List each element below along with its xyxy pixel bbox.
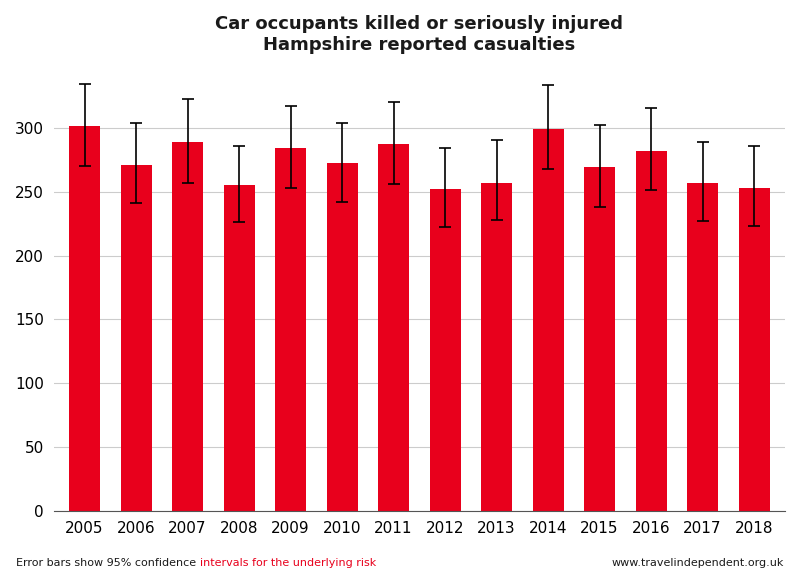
Bar (481, 183, 512, 512)
Title: Car occupants killed or seriously injured
Hampshire reported casualties: Car occupants killed or seriously injure… (215, 15, 623, 54)
Text: www.travelindependent.org.uk: www.travelindependent.org.uk (612, 559, 784, 568)
Bar (738, 188, 770, 512)
Text: intervals for the underlying risk: intervals for the underlying risk (200, 559, 376, 568)
Text: Error bars show 95% confidence: Error bars show 95% confidence (16, 559, 200, 568)
Bar (172, 142, 203, 512)
Bar (636, 151, 666, 512)
Bar (584, 167, 615, 512)
Bar (378, 144, 409, 512)
Bar (326, 164, 358, 512)
Bar (687, 183, 718, 512)
Bar (430, 189, 461, 512)
Bar (224, 185, 254, 512)
Bar (69, 126, 100, 512)
Bar (533, 129, 563, 512)
Bar (121, 165, 151, 512)
Bar (275, 148, 306, 512)
